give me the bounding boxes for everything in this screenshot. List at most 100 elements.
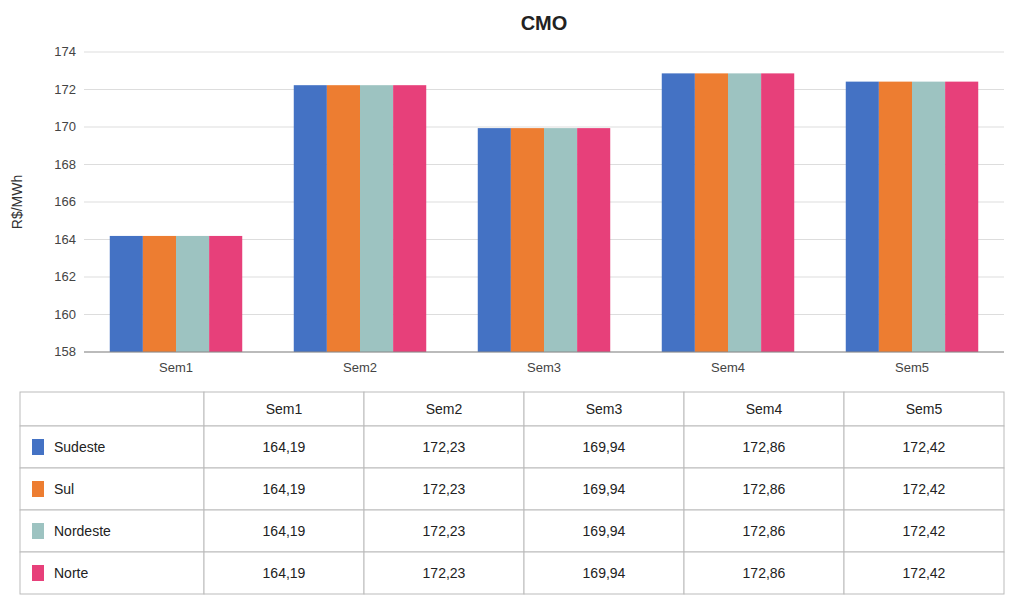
bar [728, 73, 761, 352]
table-value: 169,94 [583, 439, 626, 455]
table-cell [364, 510, 524, 552]
table-value: 164,19 [263, 481, 306, 497]
x-tick-label: Sem4 [711, 360, 745, 375]
table-header: Sem4 [746, 401, 783, 417]
y-tick-label: 160 [54, 307, 76, 322]
grid-line [84, 52, 1004, 53]
bar [544, 128, 577, 352]
legend-swatch [32, 565, 44, 581]
legend-label: Norte [54, 565, 88, 581]
table-value: 172,42 [903, 565, 946, 581]
table-cell [524, 392, 684, 426]
y-tick-label: 172 [54, 82, 76, 97]
legend-swatch [32, 439, 44, 455]
bar [577, 128, 610, 352]
table-cell [524, 510, 684, 552]
y-tick-label: 174 [54, 44, 76, 59]
bar [695, 73, 728, 352]
table-header: Sem5 [906, 401, 943, 417]
table-cell [844, 426, 1004, 468]
table-value: 164,19 [263, 439, 306, 455]
x-axis-line [84, 352, 1004, 353]
table-value: 172,23 [423, 565, 466, 581]
bars [110, 73, 978, 352]
table-cell [684, 392, 844, 426]
bar [761, 73, 794, 352]
table-value: 172,23 [423, 439, 466, 455]
table-header: Sem1 [266, 401, 303, 417]
bar [143, 236, 176, 352]
table-value: 169,94 [583, 481, 626, 497]
table-value: 172,42 [903, 523, 946, 539]
legend-label: Sudeste [54, 439, 106, 455]
y-tick-label: 170 [54, 119, 76, 134]
bar [912, 82, 945, 352]
legend-swatch [32, 481, 44, 497]
x-tick-label: Sem1 [159, 360, 193, 375]
chart-root: CMOR$/MWh158160162164166168170172174Sem1… [0, 0, 1024, 606]
table-cell [684, 510, 844, 552]
x-tick-label: Sem2 [343, 360, 377, 375]
table-cell [364, 552, 524, 594]
y-tick-label: 168 [54, 157, 76, 172]
table-value: 172,23 [423, 481, 466, 497]
x-tick-label: Sem5 [895, 360, 929, 375]
legend-swatch [32, 523, 44, 539]
bar [176, 236, 209, 352]
bar [110, 236, 143, 352]
table-cell [524, 552, 684, 594]
bar [662, 73, 695, 352]
table-cell [364, 426, 524, 468]
y-tick-label: 158 [54, 344, 76, 359]
table-cell [844, 468, 1004, 510]
table-value: 172,86 [743, 565, 786, 581]
table-value: 172,86 [743, 523, 786, 539]
bar [478, 128, 511, 352]
bar [945, 82, 978, 352]
table-cell [684, 552, 844, 594]
table-value: 172,42 [903, 481, 946, 497]
bar [393, 85, 426, 352]
data-table: Sem1 Sem2 Sem3 Sem4 Sem5 Sudeste 164,19 172,23 1… [20, 392, 1004, 594]
y-axis-label: R$/MWh [9, 175, 25, 229]
table-cell [844, 510, 1004, 552]
y-tick-label: 162 [54, 269, 76, 284]
table-value: 169,94 [583, 523, 626, 539]
table-cell [684, 468, 844, 510]
table-value: 172,42 [903, 439, 946, 455]
legend-label: Nordeste [54, 523, 111, 539]
bar [846, 82, 879, 352]
table-cell [204, 392, 364, 426]
x-tick-label: Sem3 [527, 360, 561, 375]
bar [360, 85, 393, 352]
table-value: 172,86 [743, 439, 786, 455]
table-cell [844, 552, 1004, 594]
table-cell [204, 426, 364, 468]
table-value: 172,23 [423, 523, 466, 539]
y-tick-label: 164 [54, 232, 76, 247]
table-header: Sem3 [586, 401, 623, 417]
table-cell [20, 552, 204, 594]
table-cell [684, 426, 844, 468]
table-cell [20, 468, 204, 510]
table-cell [204, 552, 364, 594]
table-value: 169,94 [583, 565, 626, 581]
table-cell [204, 510, 364, 552]
table-cell [364, 392, 524, 426]
table-header: Sem2 [426, 401, 463, 417]
table-cell [20, 392, 204, 426]
legend-label: Sul [54, 481, 74, 497]
bar [327, 85, 360, 352]
table-cell [364, 468, 524, 510]
bar [209, 236, 242, 352]
table-cell [524, 426, 684, 468]
table-value: 164,19 [263, 565, 306, 581]
table-cell [844, 392, 1004, 426]
table-cell [524, 468, 684, 510]
bar [511, 128, 544, 352]
table-value: 164,19 [263, 523, 306, 539]
table-cell [204, 468, 364, 510]
table-cell [20, 510, 204, 552]
grid-line [84, 352, 1004, 353]
table-value: 172,86 [743, 481, 786, 497]
